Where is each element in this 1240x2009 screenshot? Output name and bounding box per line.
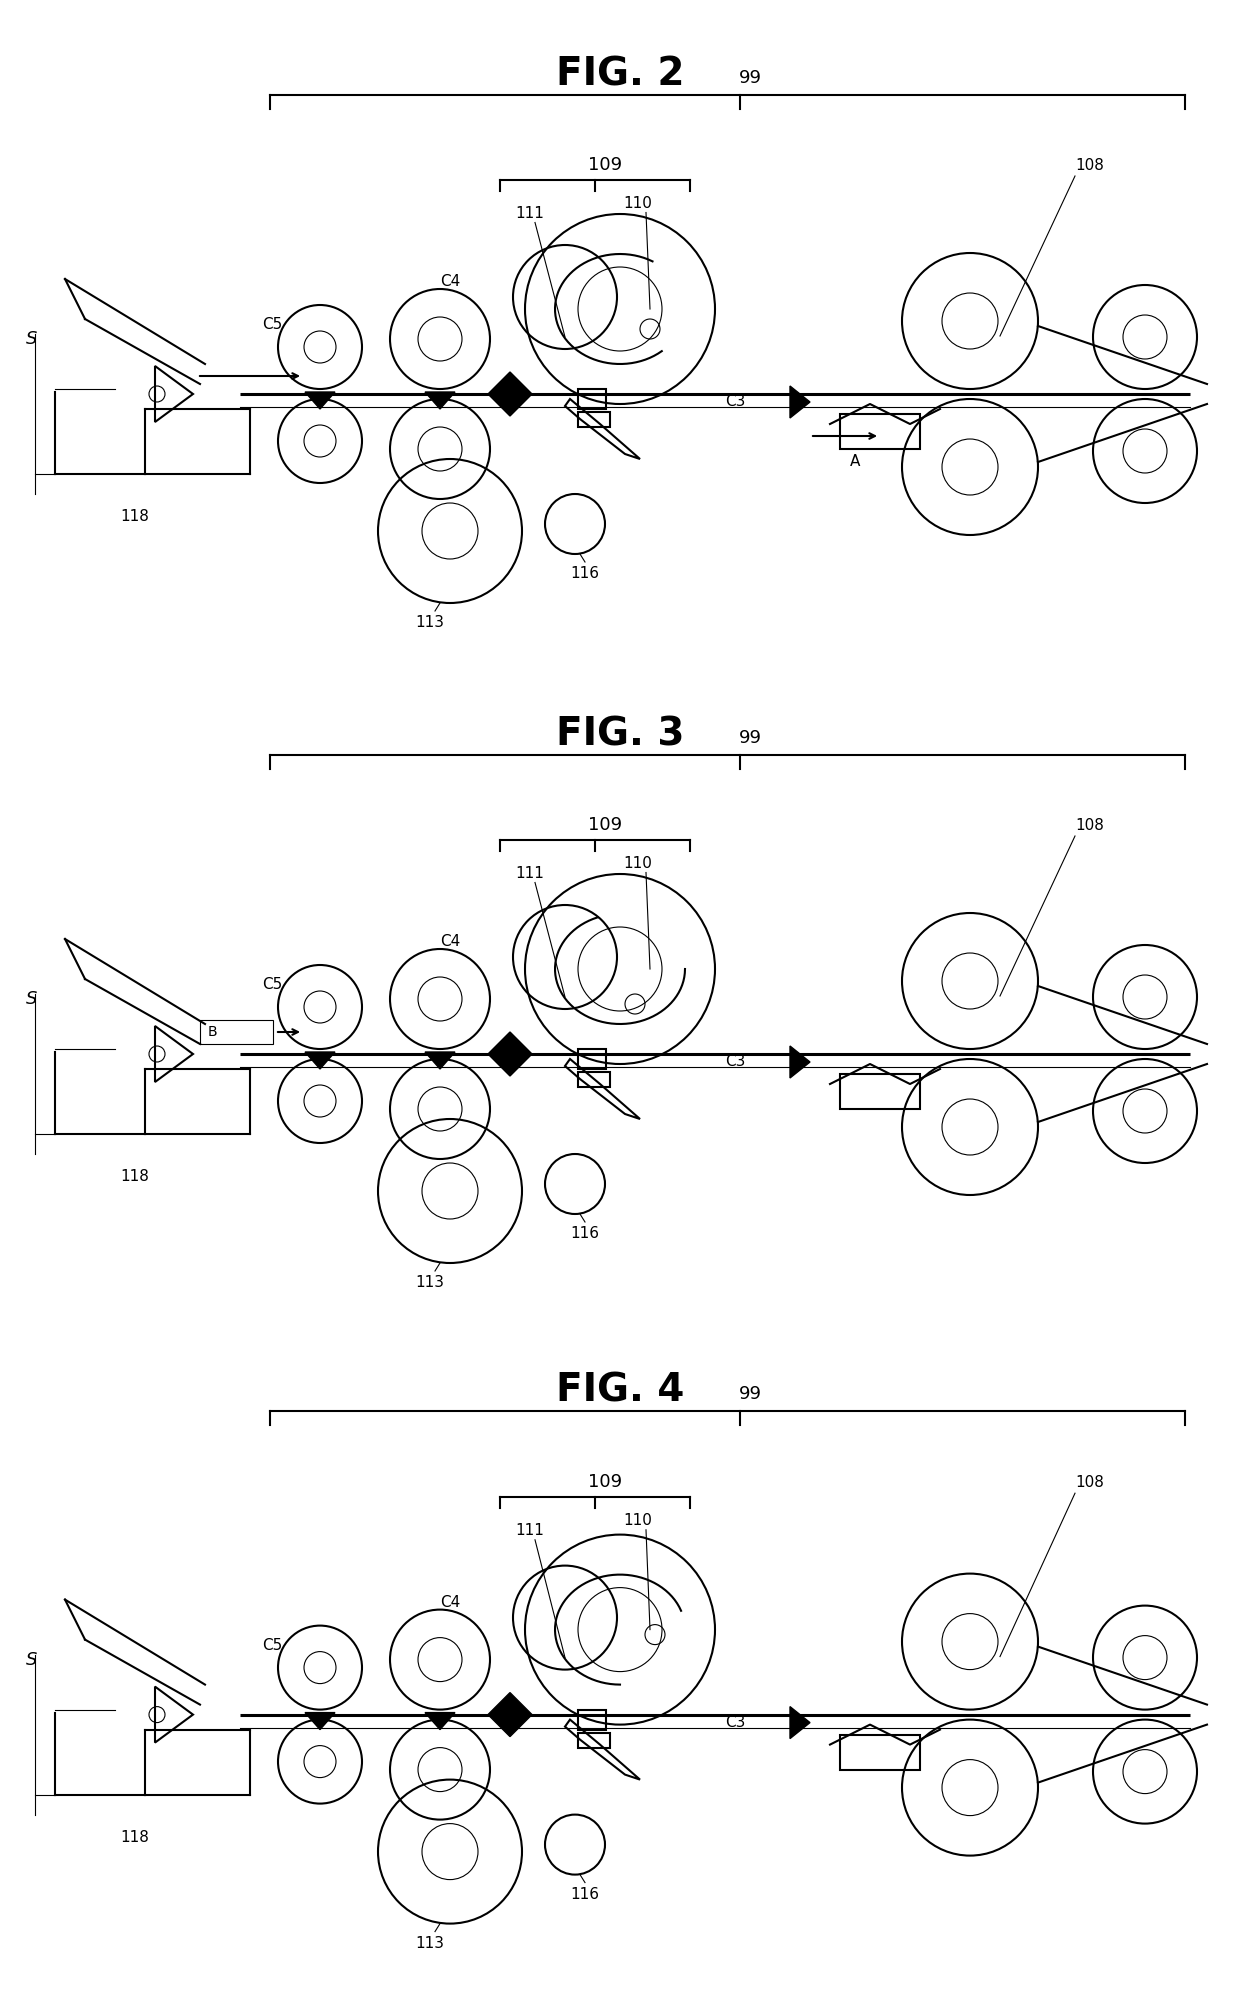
Polygon shape — [790, 1047, 810, 1079]
Text: 108: 108 — [1075, 1475, 1105, 1491]
Text: 110: 110 — [624, 1513, 652, 1527]
Text: 111: 111 — [516, 866, 544, 880]
Polygon shape — [489, 1033, 532, 1077]
Bar — [578, 1710, 606, 1730]
Text: 108: 108 — [1075, 818, 1105, 834]
Text: B: B — [207, 1025, 217, 1039]
Text: 118: 118 — [120, 1830, 150, 1844]
Text: 99: 99 — [739, 1384, 761, 1402]
Polygon shape — [305, 392, 335, 410]
Text: S: S — [26, 1651, 37, 1669]
Text: C5: C5 — [262, 976, 283, 992]
Text: 110: 110 — [624, 195, 652, 211]
Bar — [578, 1732, 610, 1748]
Text: 109: 109 — [588, 816, 622, 834]
Text: 118: 118 — [120, 1169, 150, 1183]
Polygon shape — [489, 372, 532, 416]
Text: C3: C3 — [724, 1716, 745, 1730]
Text: S: S — [26, 329, 37, 348]
Text: 113: 113 — [415, 1276, 444, 1290]
Text: FIG. 3: FIG. 3 — [556, 715, 684, 753]
Polygon shape — [425, 1712, 455, 1730]
Text: 118: 118 — [120, 508, 150, 524]
Text: 113: 113 — [415, 1935, 444, 1951]
Text: 116: 116 — [570, 567, 599, 581]
Bar — [578, 390, 606, 410]
Bar — [578, 1049, 606, 1069]
Text: FIG. 4: FIG. 4 — [556, 1370, 684, 1408]
Bar — [578, 412, 610, 428]
Text: 108: 108 — [1075, 159, 1105, 173]
Bar — [839, 1075, 920, 1109]
Text: FIG. 2: FIG. 2 — [556, 56, 684, 94]
Polygon shape — [489, 1694, 532, 1736]
Polygon shape — [305, 1712, 335, 1730]
Bar — [200, 1021, 273, 1045]
Text: 99: 99 — [739, 729, 761, 747]
Text: C4: C4 — [440, 934, 460, 948]
Text: A: A — [849, 454, 861, 468]
Text: C3: C3 — [724, 394, 745, 410]
Text: 113: 113 — [415, 615, 444, 631]
Text: 116: 116 — [570, 1886, 599, 1903]
Text: 109: 109 — [588, 1473, 622, 1491]
Text: C5: C5 — [262, 1637, 283, 1653]
Text: 116: 116 — [570, 1225, 599, 1242]
Text: S: S — [26, 990, 37, 1009]
Text: C5: C5 — [262, 317, 283, 331]
Text: 99: 99 — [739, 68, 761, 86]
Polygon shape — [790, 1706, 810, 1738]
Text: 110: 110 — [624, 856, 652, 870]
Polygon shape — [305, 1053, 335, 1069]
Text: C4: C4 — [440, 1595, 460, 1609]
Text: 109: 109 — [588, 155, 622, 173]
Text: 111: 111 — [516, 205, 544, 221]
Polygon shape — [425, 1053, 455, 1069]
Polygon shape — [425, 392, 455, 410]
Bar — [578, 1073, 610, 1087]
Bar — [839, 414, 920, 448]
Polygon shape — [790, 386, 810, 418]
Text: C4: C4 — [440, 273, 460, 289]
Text: C3: C3 — [724, 1055, 745, 1069]
Text: 111: 111 — [516, 1523, 544, 1537]
Bar — [839, 1734, 920, 1770]
